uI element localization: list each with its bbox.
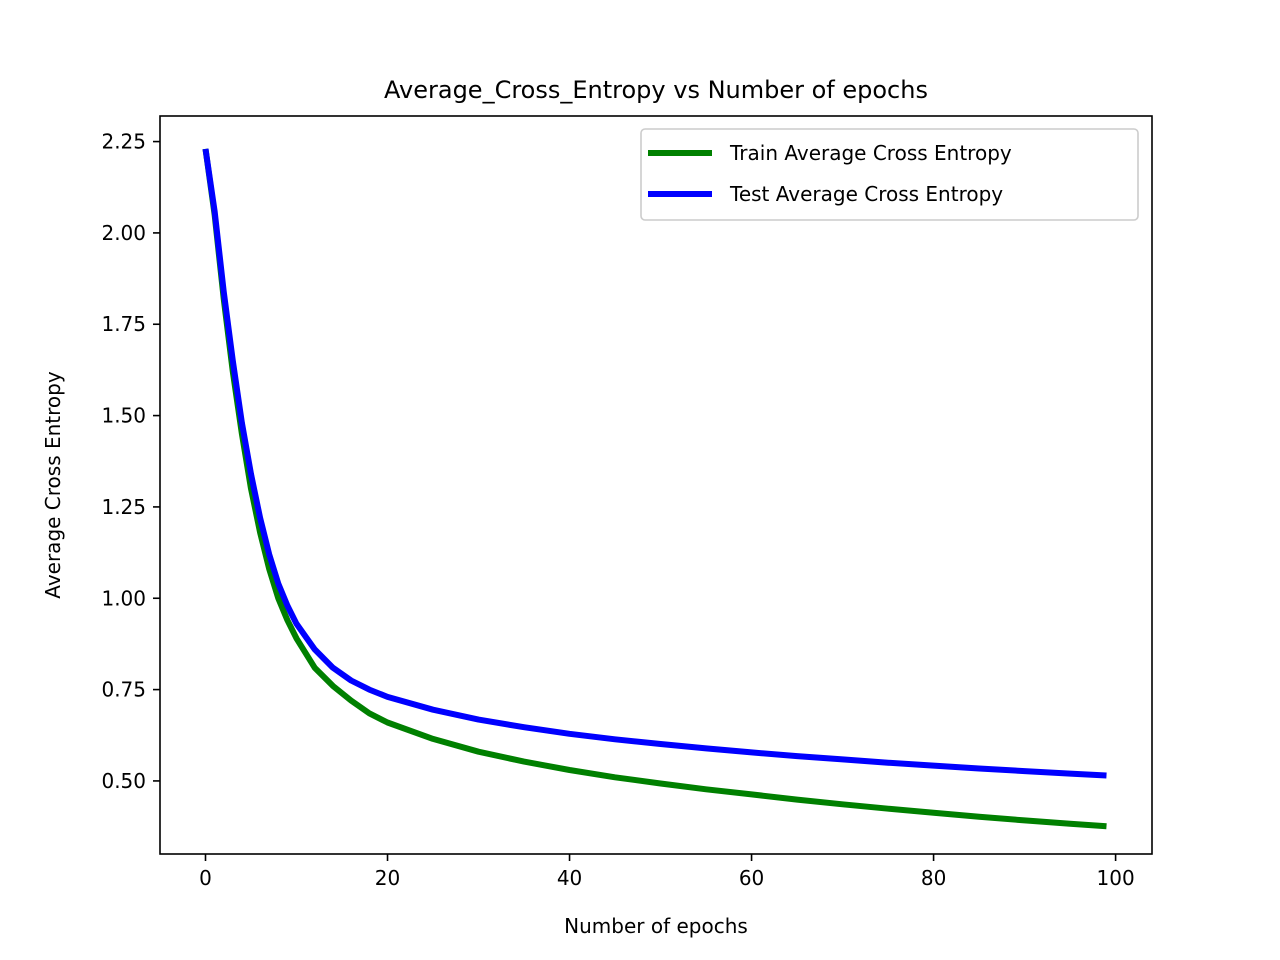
y-tick-label: 1.75 (101, 312, 146, 336)
x-tick-label: 60 (739, 866, 764, 890)
x-tick-label: 80 (921, 866, 946, 890)
x-tick-label: 20 (375, 866, 400, 890)
x-axis: 0 20 40 60 80 100 (199, 854, 1135, 890)
y-axis-label: Average Cross Entropy (41, 371, 65, 599)
y-tick-label: 0.50 (101, 769, 146, 793)
axes-frame (159, 115, 1153, 855)
y-tick-label: 1.25 (101, 495, 146, 519)
series-layer (202, 148, 1107, 830)
legend-label-test: Test Average Cross Entropy (729, 182, 1003, 206)
x-tick-label: 40 (557, 866, 582, 890)
x-tick-label: 100 (1097, 866, 1135, 890)
y-axis: 0.50 0.75 1.00 1.25 1.50 1.75 2.00 2.25 (101, 130, 160, 793)
legend-box (640, 128, 1139, 221)
legend-label-train: Train Average Cross Entropy (729, 141, 1012, 165)
legend: Train Average Cross Entropy Test Average… (640, 128, 1139, 221)
chart-title: Average_Cross_Entropy vs Number of epoch… (384, 76, 928, 104)
series-line-test (202, 148, 1107, 779)
y-tick-label: 2.25 (101, 130, 146, 154)
y-tick-label: 1.00 (101, 586, 146, 610)
y-tick-label: 1.50 (101, 404, 146, 428)
y-tick-label: 0.75 (101, 678, 146, 702)
x-tick-label: 0 (199, 866, 212, 890)
plot-area (159, 115, 1153, 855)
x-axis-label: Number of epochs (564, 914, 748, 938)
y-tick-label: 2.00 (101, 221, 146, 245)
